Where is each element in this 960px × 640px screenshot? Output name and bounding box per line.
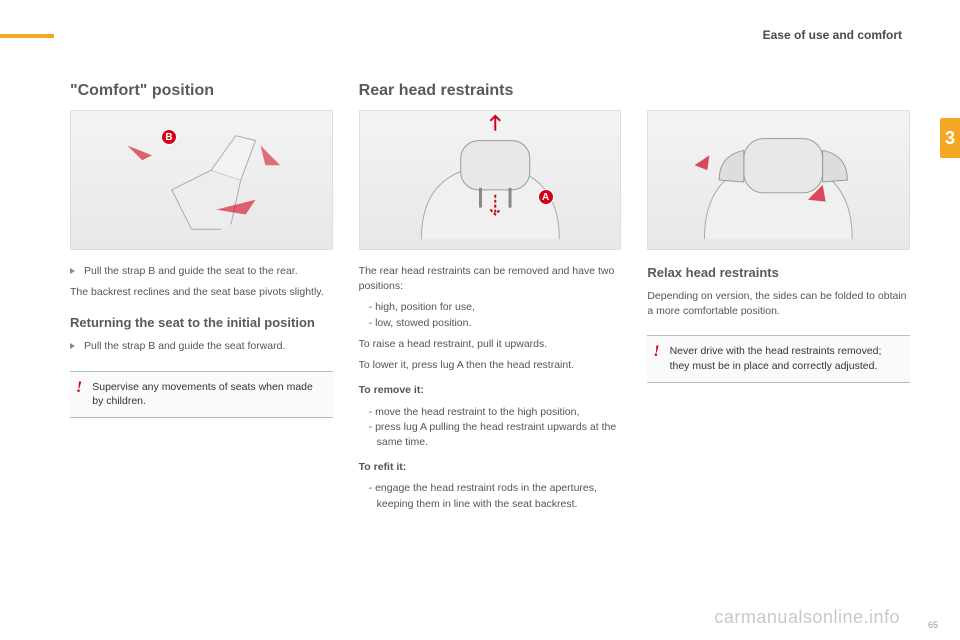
column-rear-restraints: Rear head restraints A The rear head res… (359, 82, 622, 518)
figure-relax-restraint (647, 110, 910, 250)
li-high: high, position for use, (369, 300, 622, 315)
section-header: Ease of use and comfort (70, 28, 910, 42)
warning-icon: ! (76, 380, 82, 409)
title-refit: To refit it: (359, 460, 622, 475)
column-relax-restraints: . Relax head restraints Depending on ver… (647, 82, 910, 518)
watermark: carmanualsonline.info (714, 607, 900, 628)
li-low: low, stowed position. (369, 316, 622, 331)
text-relax: Depending on version, the sides can be f… (647, 289, 910, 319)
text-raise: To raise a head restraint, pull it upwar… (359, 337, 622, 352)
callout-a: A (538, 189, 554, 205)
page-number: 65 (928, 620, 938, 630)
li-remove-2: press lug A pulling the head restraint u… (369, 420, 622, 450)
bullet-pull-rear: Pull the strap B and guide the seat to t… (70, 264, 333, 279)
text-lower: To lower it, press lug A then the head r… (359, 358, 622, 373)
bullet-pull-forward: Pull the strap B and guide the seat forw… (70, 339, 333, 354)
title-comfort: "Comfort" position (70, 82, 333, 100)
li-remove-1: move the head restraint to the high posi… (369, 405, 622, 420)
li-refit-1: engage the head restraint rods in the ap… (369, 481, 622, 511)
warning-icon: ! (653, 344, 659, 373)
warning-children: ! Supervise any movements of seats when … (70, 371, 333, 418)
title-remove: To remove it: (359, 383, 622, 398)
callout-b: B (161, 129, 177, 145)
text-two-positions: The rear head restraints can be removed … (359, 264, 622, 294)
chapter-tab: 3 (940, 118, 960, 158)
title-return-seat: Returning the seat to the initial positi… (70, 314, 333, 333)
warning-restraints-text: Never drive with the head restraints rem… (670, 344, 904, 373)
warning-children-text: Supervise any movements of seats when ma… (92, 380, 326, 409)
title-relax: Relax head restraints (647, 264, 910, 283)
title-rear-restraints: Rear head restraints (359, 82, 622, 100)
warning-restraints: ! Never drive with the head restraints r… (647, 335, 910, 382)
accent-bar (0, 34, 54, 38)
text-recline: The backrest reclines and the seat base … (70, 285, 333, 300)
figure-comfort-seat: B (70, 110, 333, 250)
column-comfort: "Comfort" position B Pull the strap B an… (70, 82, 333, 518)
figure-rear-restraint: A (359, 110, 622, 250)
